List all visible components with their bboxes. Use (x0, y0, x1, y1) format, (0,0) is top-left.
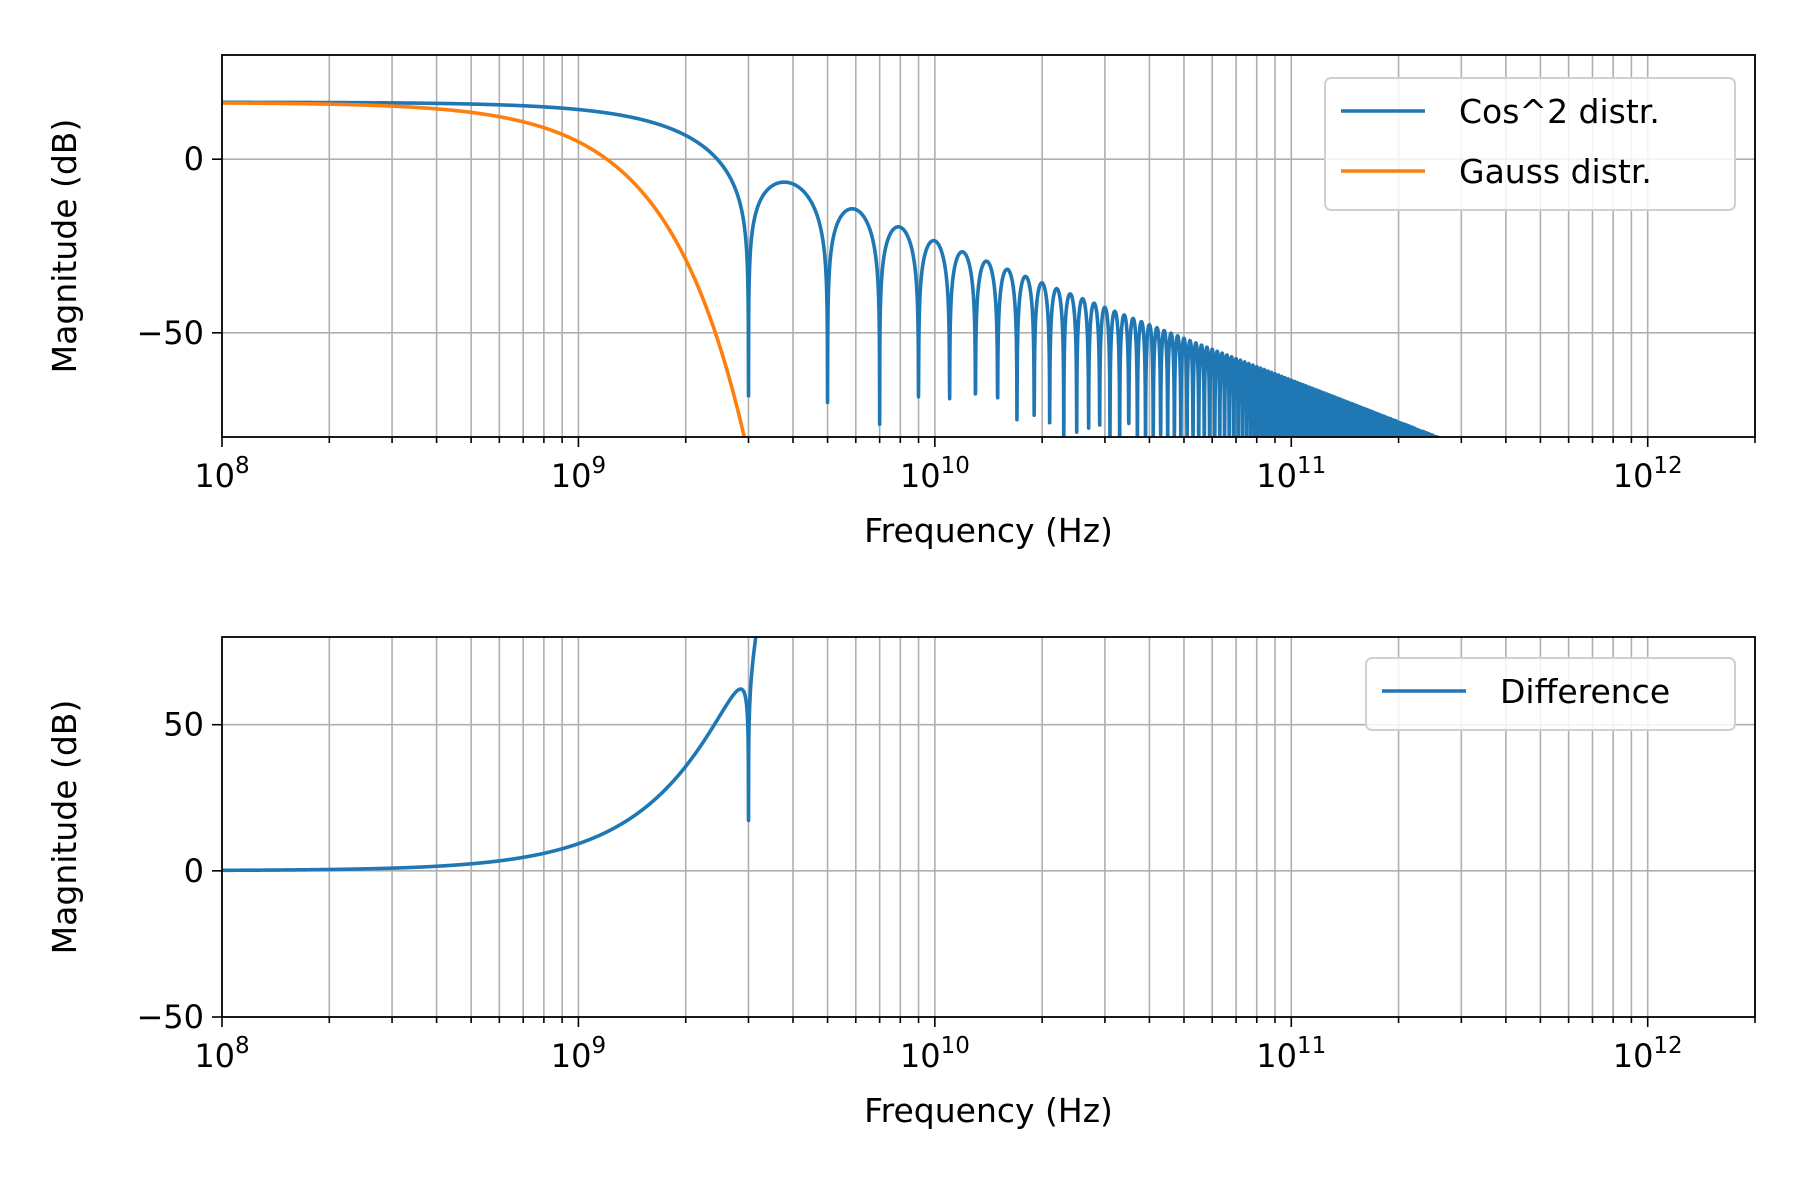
plot-frame (221, 636, 1756, 1018)
series-line-1 (222, 637, 758, 873)
x-tick-label: 1011 (1256, 1033, 1326, 1075)
x-tick-label: 1012 (1613, 453, 1683, 495)
plot-frame (221, 54, 1756, 438)
x-tick-label: 1012 (1613, 1033, 1683, 1075)
chart-panel-1: 0 −50 108 109 1010 1011 1012 Frequency (Hz) Magn… (45, 54, 1756, 550)
y-tick-label: −50 (136, 314, 204, 352)
x-axis-label: Frequency (Hz) (864, 511, 1113, 550)
legend-label-2: Gauss distr. (1459, 152, 1652, 191)
y-axis-label: Magnitude (dB) (45, 119, 84, 374)
y-axis-label: Magnitude (dB) (45, 700, 84, 955)
legend-label-1: Difference (1500, 672, 1670, 711)
legend-label-1: Cos^2 distr. (1459, 92, 1660, 131)
x-axis-label: Frequency (Hz) (864, 1091, 1113, 1130)
legend-box (1365, 657, 1736, 731)
x-tick-label: 1011 (1256, 453, 1326, 495)
y-tick-label: 0 (184, 852, 204, 890)
legend-box (1324, 77, 1736, 211)
x-tick-label: 108 (194, 453, 249, 495)
x-tick-label: 108 (194, 1033, 249, 1075)
x-tick-label: 1010 (900, 453, 970, 495)
legend: Difference (1365, 657, 1736, 731)
y-tick-label: −50 (136, 998, 204, 1036)
legend: Cos^2 distr. Gauss distr. (1324, 77, 1736, 211)
x-tick-label: 1010 (900, 1033, 970, 1075)
series-line-1 (222, 100, 1442, 437)
series-line-2 (222, 101, 747, 437)
x-tick-label: 109 (551, 453, 606, 495)
y-tick-label: 0 (184, 140, 204, 178)
y-tick-label: 50 (163, 706, 204, 744)
x-tick-label: 109 (551, 1033, 606, 1075)
